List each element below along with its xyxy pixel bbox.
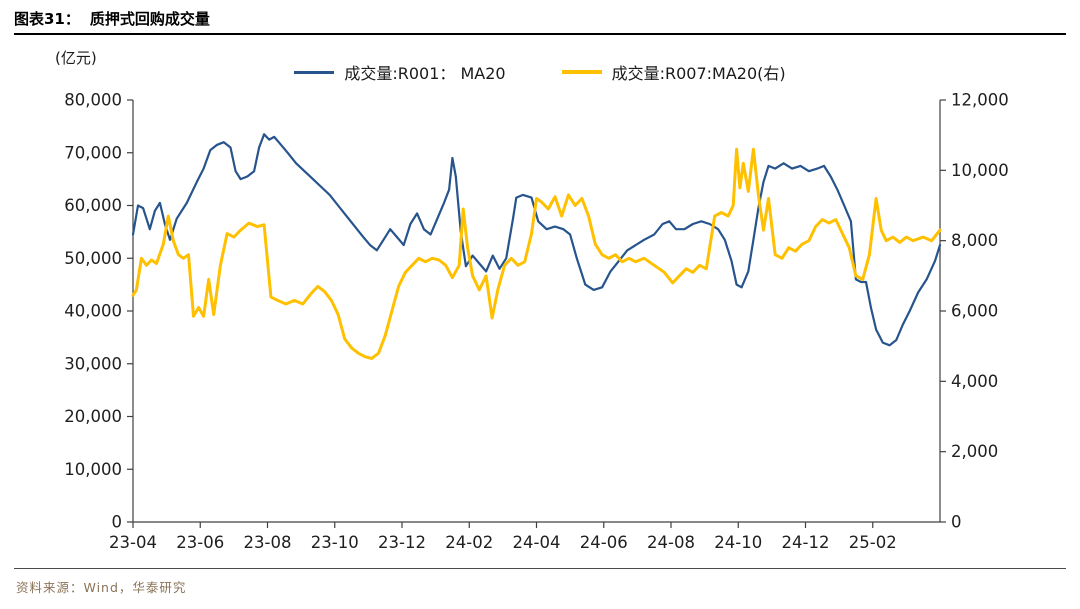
legend: 成交量:R001： MA20 成交量:R007:MA20(右)	[0, 60, 1080, 84]
header-rule	[14, 33, 1066, 35]
left-axis-tick-label: 10,000	[64, 460, 122, 479]
left-axis-tick-label: 80,000	[64, 91, 122, 110]
legend-item-r007: 成交量:R007:MA20(右)	[561, 60, 786, 84]
right-axis-tick-label: 0	[951, 513, 962, 532]
x-axis-tick-label: 23-08	[244, 533, 292, 552]
x-axis-tick-label: 24-02	[445, 533, 493, 552]
series-line-r007	[131, 147, 942, 360]
legend-item-r001: 成交量:R001： MA20	[294, 60, 506, 84]
x-axis-tick-label: 24-04	[513, 533, 561, 552]
x-axis-tick-label: 24-12	[782, 533, 830, 552]
legend-label-r001: 成交量:R001： MA20	[344, 64, 506, 83]
x-axis-tick-label: 24-10	[714, 533, 762, 552]
x-axis-tick-label: 23-06	[176, 533, 224, 552]
left-axis-tick-label: 50,000	[64, 249, 122, 268]
left-axis-tick-label: 60,000	[64, 196, 122, 215]
chart-title: 图表31： 质押式回购成交量	[14, 8, 210, 29]
series-line-r001	[131, 133, 942, 347]
legend-label-r007: 成交量:R007:MA20(右)	[611, 64, 786, 83]
right-axis-tick-label: 8,000	[951, 231, 998, 250]
x-axis-tick-label: 23-04	[109, 533, 157, 552]
left-axis-tick-label: 20,000	[64, 407, 122, 426]
footer-rule	[14, 568, 1066, 569]
x-axis-tick-label: 23-10	[311, 533, 359, 552]
x-axis-tick-label: 24-06	[580, 533, 628, 552]
right-axis-tick-label: 4,000	[951, 372, 998, 391]
left-axis-tick-label: 40,000	[64, 302, 122, 321]
left-axis-tick-label: 70,000	[64, 143, 122, 162]
x-axis-tick-label: 25-02	[849, 533, 897, 552]
legend-swatch-r001	[294, 70, 335, 74]
right-axis-tick-label: 10,000	[951, 161, 1009, 180]
left-axis-tick-label: 0	[112, 513, 123, 532]
chart-title-text: 质押式回购成交量	[89, 10, 210, 28]
left-axis-unit-label: (亿元)	[55, 49, 97, 67]
right-axis-tick-label: 6,000	[951, 302, 998, 321]
left-axis-tick-label: 30,000	[64, 354, 122, 373]
right-axis-tick-label: 12,000	[951, 91, 1009, 110]
x-axis-tick-label: 23-12	[378, 533, 426, 552]
chart-title-prefix: 图表31：	[14, 10, 80, 28]
legend-swatch-r007	[561, 70, 602, 74]
right-axis-tick-label: 2,000	[951, 442, 998, 461]
source-note: 资料来源：Wind，华泰研究	[16, 580, 187, 595]
x-axis-tick-label: 24-08	[647, 533, 695, 552]
